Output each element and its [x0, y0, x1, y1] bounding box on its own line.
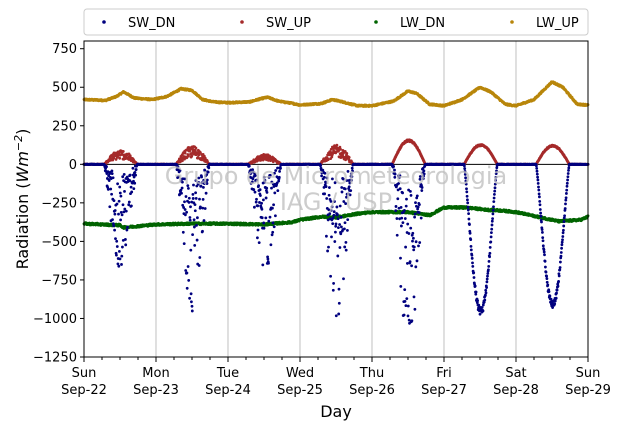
sw-up-point [197, 153, 201, 157]
sw-up-point [345, 151, 349, 155]
sw-up-point [347, 155, 351, 159]
sw-up-point [187, 154, 190, 158]
sw-up-point [339, 147, 342, 151]
sw-up-point [183, 151, 187, 155]
series-layer [82, 80, 590, 325]
grid-lines [155, 41, 517, 357]
sw-up-point [118, 156, 122, 160]
sw-up-point [326, 158, 330, 161]
sw-up-point [335, 143, 339, 147]
sw-up-point [194, 146, 198, 150]
sw-up-point [121, 149, 125, 153]
